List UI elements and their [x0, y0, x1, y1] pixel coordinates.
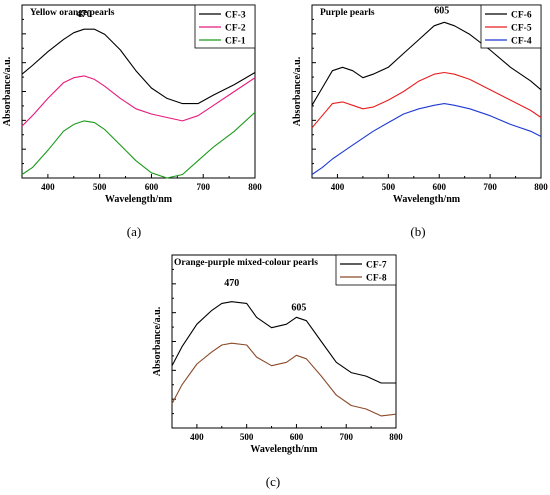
peak-annotation: 605 — [291, 302, 306, 313]
chart-panel-1: 400 500 600 700 800 Wavelength/nm Absorbance/a… — [2, 4, 262, 239]
legend: CF-6 CF-5 CF-4 — [480, 4, 542, 49]
panel-label: (c) — [266, 474, 280, 489]
legend-label-cf-6: CF-6 — [511, 11, 532, 21]
x-tick-label: 500 — [382, 182, 396, 192]
x-axis-label: Wavelength/nm — [393, 194, 461, 205]
x-tick-label: 700 — [339, 432, 353, 442]
y-axis-label: Absorbance/a.u. — [152, 306, 163, 376]
y-axis-label: Absorbance/a.u. — [292, 56, 303, 126]
x-tick-label: 700 — [196, 182, 210, 192]
x-tick-label: 400 — [190, 432, 204, 442]
x-tick-label: 500 — [93, 182, 107, 192]
series-line-cf-8 — [171, 342, 397, 417]
chart-title: Purple pearls — [320, 8, 375, 18]
x-tick-label: 600 — [290, 432, 304, 442]
peak-annotation: 470 — [77, 9, 92, 20]
chart-title: Orange-purple mixed-colour pearls — [174, 258, 318, 268]
series-line-cf-2 — [21, 75, 256, 127]
x-tick-label: 800 — [248, 182, 262, 192]
legend-label-cf-8: CF-8 — [366, 274, 387, 284]
x-tick-label: 600 — [432, 182, 446, 192]
x-tick-label: 400 — [331, 182, 345, 192]
peak-annotation: 605 — [434, 6, 449, 17]
panel-label: (a) — [127, 224, 141, 239]
peak-annotation: 470 — [224, 278, 239, 289]
x-tick-label: 700 — [483, 182, 497, 192]
series-line-cf-7 — [171, 301, 396, 384]
x-tick-label: 600 — [145, 182, 159, 192]
legend-box — [335, 254, 397, 286]
panel-label: (b) — [410, 224, 425, 239]
legend-label-cf-3: CF-3 — [225, 11, 246, 21]
x-tick-label: 500 — [240, 432, 254, 442]
legend-label-cf-4: CF-4 — [511, 37, 532, 47]
y-axis-label: Absorbance/a.u. — [2, 56, 13, 126]
x-axis-label: Wavelength/nm — [105, 194, 173, 205]
chart-panel-3: 400 500 600 700 800 Wavelength/nm Absorbance/a… — [152, 254, 403, 489]
series-line-cf-3 — [21, 28, 256, 105]
legend-label-cf-5: CF-5 — [511, 24, 532, 34]
series-line-cf-1 — [21, 111, 256, 179]
legend-label-cf-7: CF-7 — [366, 261, 387, 271]
chart-panel-2: 400 500 600 700 800 Wavelength/nm Absorbance/a… — [292, 4, 548, 239]
legend: CF-7 CF-8 — [335, 254, 397, 286]
legend-label-cf-2: CF-2 — [225, 24, 246, 34]
legend-label-cf-1: CF-1 — [225, 37, 246, 47]
x-tick-label: 400 — [41, 182, 55, 192]
legend: CF-3 CF-2 CF-1 — [194, 4, 256, 49]
series-line-cf-4 — [311, 103, 542, 175]
x-axis-label: Wavelength/nm — [250, 444, 318, 455]
series-line-cf-6 — [311, 21, 542, 106]
series-line-cf-5 — [311, 71, 542, 129]
x-tick-label: 800 — [534, 182, 548, 192]
x-tick-label: 800 — [389, 432, 403, 442]
chart-title: Yellow orange pearls — [30, 8, 115, 18]
